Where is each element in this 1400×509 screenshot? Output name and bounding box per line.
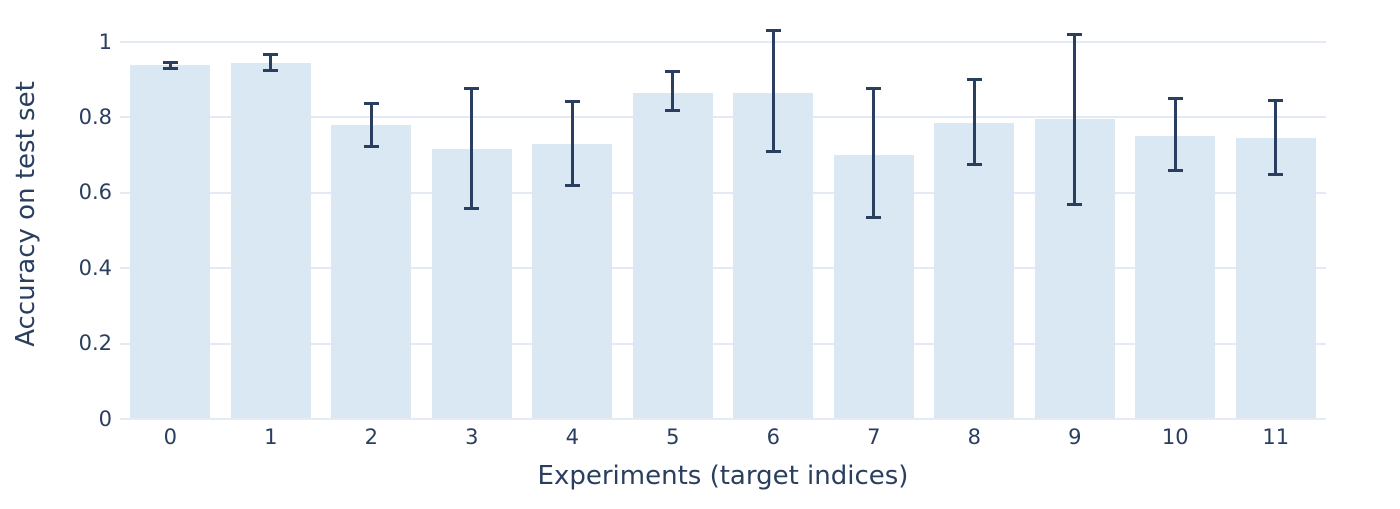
error-bar-experiment-11 <box>1268 98 1284 176</box>
error-bar-experiment-6 <box>765 28 781 154</box>
x-tick-label: 2 <box>364 425 378 449</box>
error-bar-cap-top <box>665 70 681 74</box>
error-bar-cap-bottom <box>162 67 178 71</box>
x-tick-label: 6 <box>766 425 780 449</box>
error-bar-cap-top <box>1067 32 1083 36</box>
error-bar-cap-top <box>464 87 480 91</box>
bar-experiment-1 <box>230 62 311 419</box>
x-tick-label: 8 <box>967 425 981 449</box>
error-bar-stem <box>1173 96 1177 173</box>
error-bar-stem <box>1073 32 1077 207</box>
error-bar-experiment-0 <box>162 60 178 71</box>
y-tick-label: 0.4 <box>78 255 112 280</box>
gridline <box>120 41 1326 44</box>
error-bar-experiment-2 <box>363 102 379 148</box>
x-tick-label: 4 <box>565 425 579 449</box>
error-bar-cap-bottom <box>464 206 480 210</box>
y-tick-label: 0.2 <box>78 331 112 356</box>
error-bar-stem <box>972 77 976 167</box>
error-bar-stem <box>269 53 273 73</box>
error-bar-cap-top <box>1167 96 1183 100</box>
bar-experiment-2 <box>331 124 412 419</box>
error-bar-cap-bottom <box>363 144 379 148</box>
plot-area <box>120 10 1326 420</box>
error-bar-stem <box>168 60 172 71</box>
x-tick-label: 5 <box>666 425 680 449</box>
error-bar-experiment-5 <box>665 70 681 112</box>
bar-experiment-4 <box>532 143 613 419</box>
bar-experiment-11 <box>1235 138 1316 419</box>
error-bar-stem <box>671 70 675 112</box>
error-bar-cap-bottom <box>263 69 279 73</box>
error-bar-experiment-10 <box>1167 96 1183 173</box>
y-tick-label: 0.6 <box>78 180 112 205</box>
error-bar-stem <box>872 87 876 220</box>
x-axis-line <box>120 418 1326 420</box>
error-bar-experiment-1 <box>263 53 279 73</box>
bar-experiment-0 <box>130 64 211 419</box>
x-tick-label: 10 <box>1161 425 1189 449</box>
error-bar-cap-bottom <box>564 184 580 188</box>
x-axis-title: Experiments (target indices) <box>537 461 909 491</box>
y-tick-label: 0.8 <box>78 104 112 129</box>
error-bar-stem <box>369 102 373 148</box>
gridline <box>120 116 1326 119</box>
y-tick-label: 1 <box>98 29 112 54</box>
error-bar-stem <box>570 100 574 188</box>
error-bar-stem <box>771 28 775 154</box>
error-bar-cap-top <box>363 102 379 106</box>
error-bar-experiment-7 <box>866 87 882 220</box>
error-bar-cap-bottom <box>665 108 681 112</box>
bar-experiment-8 <box>934 123 1015 419</box>
error-bar-cap-bottom <box>1268 172 1284 176</box>
error-bar-cap-top <box>866 87 882 91</box>
error-bar-experiment-9 <box>1067 32 1083 207</box>
error-bar-experiment-4 <box>564 100 580 188</box>
error-bar-stem <box>1274 98 1278 176</box>
bar-experiment-10 <box>1135 136 1216 419</box>
x-tick-label: 0 <box>163 425 177 449</box>
error-bar-cap-top <box>263 53 279 57</box>
gridline <box>120 342 1326 345</box>
error-bar-cap-top <box>765 28 781 32</box>
gridline <box>120 191 1326 194</box>
error-bar-experiment-3 <box>464 87 480 210</box>
error-bar-stem <box>470 87 474 210</box>
error-bar-cap-top <box>564 100 580 104</box>
bar-experiment-5 <box>632 92 713 419</box>
x-tick-label: 9 <box>1068 425 1082 449</box>
error-bar-cap-top <box>966 77 982 81</box>
x-tick-label: 3 <box>465 425 479 449</box>
error-bar-cap-bottom <box>866 216 882 220</box>
x-tick-label: 1 <box>264 425 278 449</box>
error-bar-experiment-8 <box>966 77 982 167</box>
error-bar-cap-top <box>162 60 178 64</box>
x-tick-label: 7 <box>867 425 881 449</box>
x-tick-label: 11 <box>1262 425 1290 449</box>
error-bar-cap-bottom <box>1067 203 1083 207</box>
gridline <box>120 267 1326 270</box>
y-tick-label: 0 <box>98 406 112 431</box>
error-bar-cap-bottom <box>1167 169 1183 173</box>
error-bar-cap-bottom <box>966 163 982 167</box>
error-bar-cap-bottom <box>765 150 781 154</box>
error-bar-cap-top <box>1268 98 1284 102</box>
